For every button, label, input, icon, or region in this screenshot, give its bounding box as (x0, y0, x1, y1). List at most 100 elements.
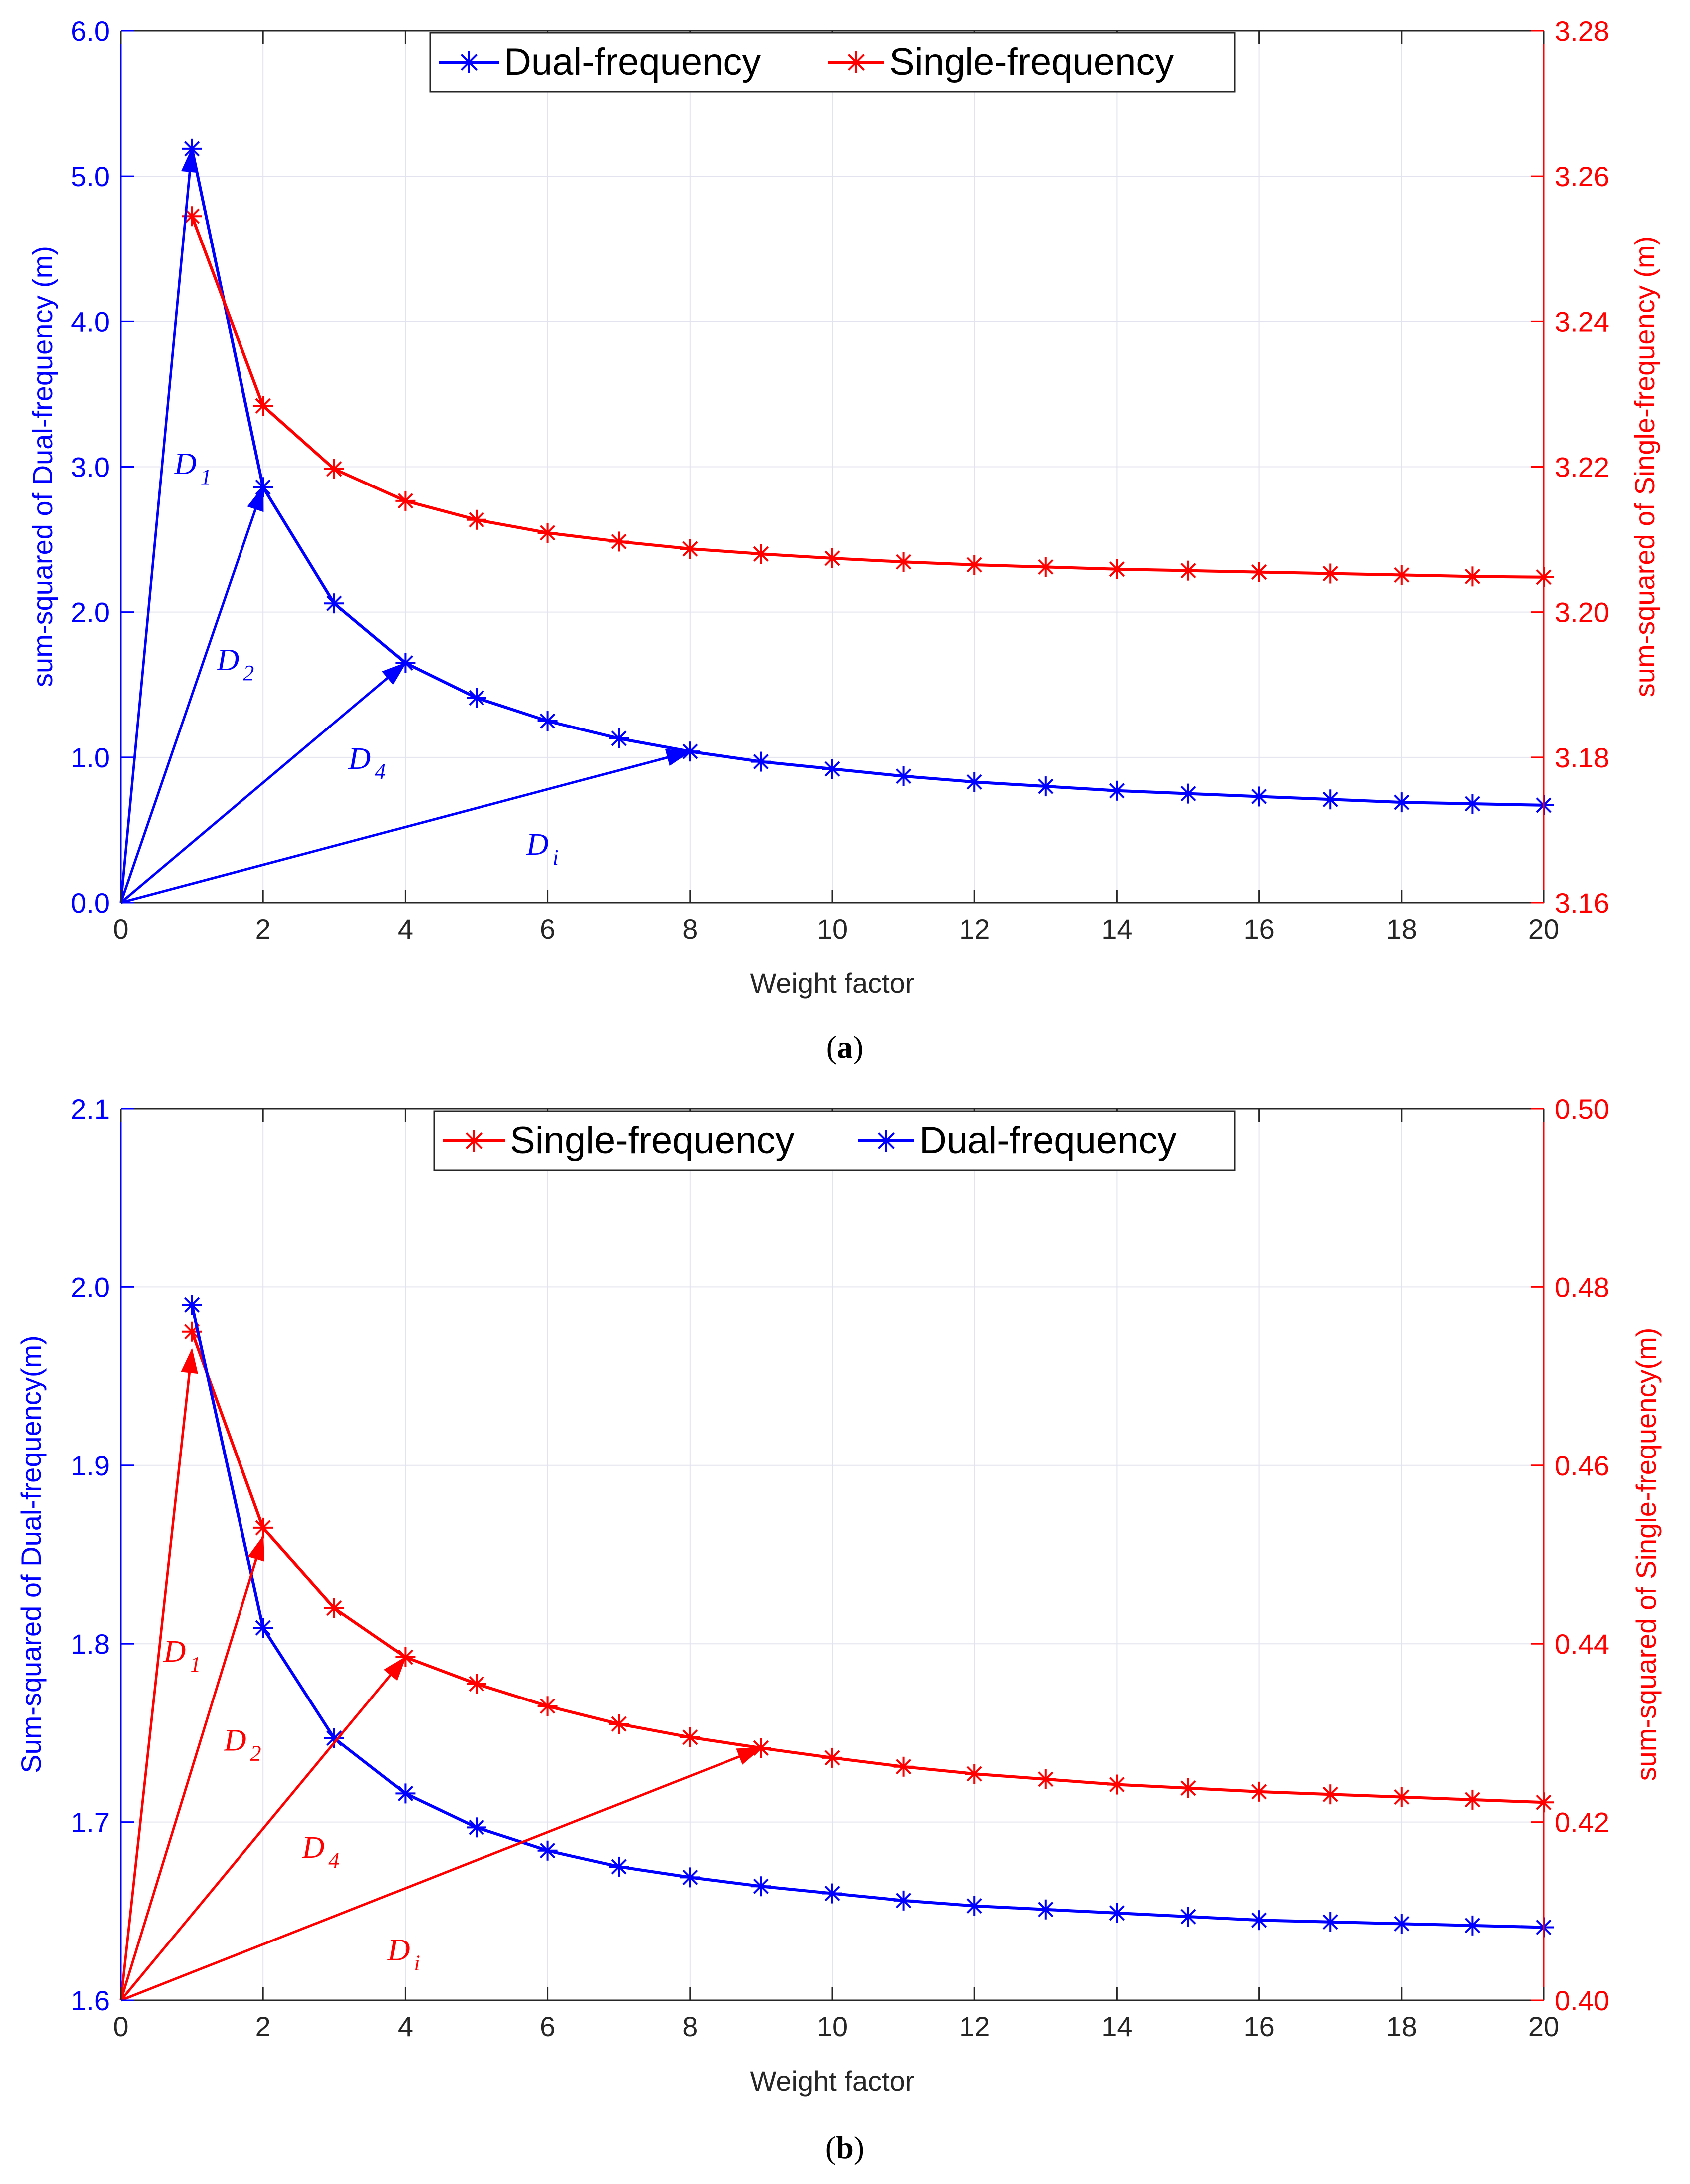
left-tick-label: 1.0 (71, 742, 110, 773)
data-point (1178, 783, 1198, 804)
data-point (965, 1896, 985, 1916)
data-point (680, 1867, 700, 1888)
left-tick-label: 0.0 (71, 887, 110, 919)
annotation-subscript: 2 (243, 661, 254, 685)
data-point (680, 1727, 700, 1747)
series-line (190, 148, 1544, 807)
data-point (1320, 1784, 1341, 1805)
data-point (1391, 1787, 1412, 1807)
annotation-arrow (119, 147, 199, 903)
x-tick-label: 6 (540, 913, 555, 945)
right-axis-ticks: 0.40 0.42 0.44 0.46 0.48 0.50 (1531, 1093, 1609, 2016)
annotation-arrow (120, 749, 692, 904)
data-point (467, 1817, 486, 1838)
x-tick-label: 10 (817, 2011, 848, 2042)
legend-swatch (858, 1130, 914, 1152)
x-tick-label: 4 (398, 2011, 413, 2042)
left-axis-ticks: 1.6 1.7 1.8 1.9 2.0 2.1 (71, 1093, 134, 2016)
data-point (395, 1783, 416, 1804)
x-tick-label: 14 (1101, 2011, 1132, 2042)
data-point (324, 459, 344, 479)
data-point (1249, 1910, 1269, 1931)
data-point (822, 1747, 842, 1768)
left-tick-label: 2.0 (71, 1271, 110, 1303)
data-point (1462, 1789, 1483, 1810)
left-axis-label: Sum-squared of Dual-frequency(m) (15, 1335, 47, 1773)
legend-swatch (439, 51, 499, 73)
data-point (1178, 560, 1198, 581)
left-tick-label: 1.9 (71, 1450, 110, 1481)
data-point (324, 1598, 344, 1618)
right-tick-label: 3.20 (1555, 597, 1609, 628)
data-point (965, 1764, 985, 1784)
right-tick-label: 0.40 (1555, 1985, 1609, 2016)
legend-marker (458, 51, 480, 73)
data-point (1462, 1915, 1483, 1936)
annotation-subscript: 1 (201, 465, 212, 489)
data-point (537, 1696, 558, 1716)
data-point (1107, 780, 1127, 801)
annotation-subscript: 2 (250, 1741, 261, 1766)
left-tick-label: 5.0 (71, 161, 110, 192)
data-point (680, 539, 700, 559)
x-axis-label: Weight factor (750, 2065, 915, 2097)
x-tick-label: 16 (1243, 2011, 1274, 2042)
data-point (893, 552, 914, 572)
right-axis-label: sum-squared of Single-frequency (m) (1629, 236, 1660, 697)
series-layer (182, 138, 1554, 815)
annotation-subscript: 4 (328, 1848, 339, 1873)
legend: Dual-frequency Single-frequency (429, 32, 1236, 93)
data-point (253, 1618, 273, 1638)
data-point (609, 728, 629, 748)
annotation-arrow (120, 1656, 407, 2001)
x-tick-label: 8 (682, 2011, 698, 2042)
x-tick-label: 20 (1528, 2011, 1559, 2042)
series-single-frequency (182, 206, 1554, 587)
right-tick-label: 0.42 (1555, 1807, 1609, 1838)
x-tick-label: 12 (959, 2011, 990, 2042)
left-tick-label: 1.7 (71, 1807, 110, 1838)
data-point (324, 593, 344, 614)
data-point (324, 1728, 344, 1748)
left-tick-label: 1.6 (71, 1985, 110, 2016)
data-point (609, 1856, 629, 1877)
data-point (609, 1714, 629, 1734)
legend-label: Single-frequency (510, 1119, 794, 1162)
data-point (1462, 566, 1483, 587)
data-point (1249, 786, 1269, 807)
x-tick-label: 6 (540, 2011, 555, 2042)
right-tick-label: 0.44 (1555, 1628, 1609, 1660)
data-point (1035, 1769, 1056, 1789)
data-point (1320, 563, 1341, 584)
data-point (1035, 1899, 1056, 1920)
left-axis-label: sum-squared of Dual-frequency (m) (27, 246, 58, 687)
annotation-arrow (119, 1348, 198, 2001)
legend-entry: Single-frequency (828, 41, 1174, 83)
x-axis-ticks: 0 2 4 6 8 10 12 14 16 18 20 (113, 1109, 1559, 2042)
data-point (467, 509, 486, 530)
data-point (1391, 792, 1412, 813)
annotation-arrow (119, 1535, 265, 2001)
data-point (1391, 1914, 1412, 1934)
panel-a: D 1D 2D 4D i 0 2 4 6 8 10 12 14 16 18 20 0.01.02.03.04… (27, 15, 1660, 1065)
data-point (893, 766, 914, 786)
data-point (537, 1840, 558, 1861)
data-point (822, 548, 842, 568)
panel-b: D 1D 2D 4D i 0 2 4 6 8 10 12 14 16 18 20 1.61.71.81.92… (15, 1093, 1662, 2165)
legend-label: Dual-frequency (504, 41, 761, 83)
data-point (1107, 559, 1127, 579)
legend-label: Dual-frequency (919, 1119, 1176, 1162)
right-tick-label: 0.46 (1555, 1450, 1609, 1481)
legend: Single-frequency Dual-frequency (433, 1110, 1236, 1171)
data-point (751, 751, 771, 772)
data-point (965, 772, 985, 792)
data-point (1249, 1781, 1269, 1802)
data-point (822, 1883, 842, 1904)
data-point (182, 1295, 202, 1315)
left-axis-ticks: 0.0 1.0 2.0 3.0 4.0 5.0 6.0 (71, 15, 134, 919)
data-point (1249, 562, 1269, 582)
right-axis-ticks: 3.16 3.18 3.20 3.22 3.24 3.26 3.28 (1531, 15, 1609, 919)
x-axis-ticks: 0 2 4 6 8 10 12 14 16 18 20 (113, 31, 1559, 945)
series-line (190, 1331, 1544, 1804)
legend-swatch (443, 1130, 505, 1152)
